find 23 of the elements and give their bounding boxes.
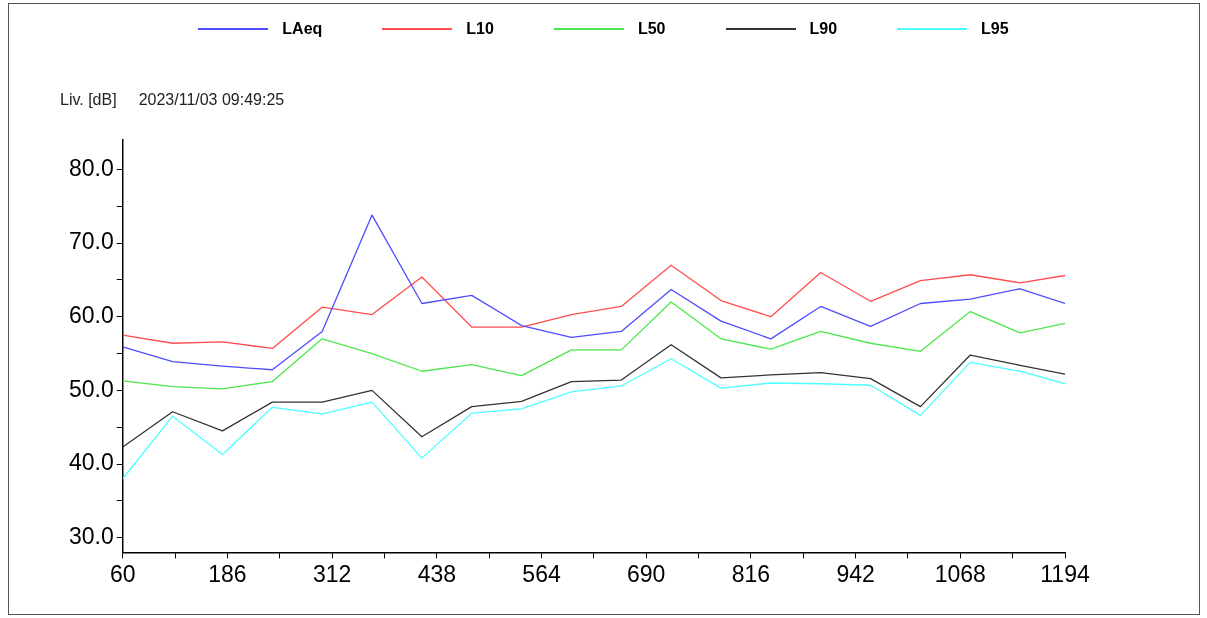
y-tick-label: 50.0 [69, 375, 114, 402]
legend-label: L10 [466, 20, 494, 38]
x-tick-label: 816 [731, 560, 771, 587]
x-tick-label: 438 [417, 560, 457, 587]
x-tick-label: 60 [109, 560, 136, 587]
x-tick-label: 1068 [934, 560, 986, 587]
y-axis-title: Liv. [dB] [60, 91, 117, 108]
legend-label: L90 [809, 20, 838, 38]
y-tick-label: 40.0 [69, 449, 114, 476]
legend-label: L50 [637, 20, 666, 38]
legend-label: L95 [981, 20, 1009, 38]
x-tick-label: 564 [522, 560, 561, 587]
x-tick-label: 690 [627, 560, 666, 587]
x-tick-label: 942 [836, 560, 875, 587]
y-tick-label: 60.0 [69, 302, 114, 329]
chart-subtitle: 2023/11/03 09:49:25 [138, 91, 285, 108]
legend-label: LAeq [282, 20, 323, 38]
y-tick-label: 70.0 [69, 228, 114, 255]
y-tick-label: 80.0 [69, 154, 114, 181]
x-tick-label: 312 [312, 560, 352, 587]
x-tick-label: 1194 [1040, 560, 1090, 587]
y-tick-label: 30.0 [69, 523, 114, 550]
x-tick-label: 186 [208, 560, 247, 587]
